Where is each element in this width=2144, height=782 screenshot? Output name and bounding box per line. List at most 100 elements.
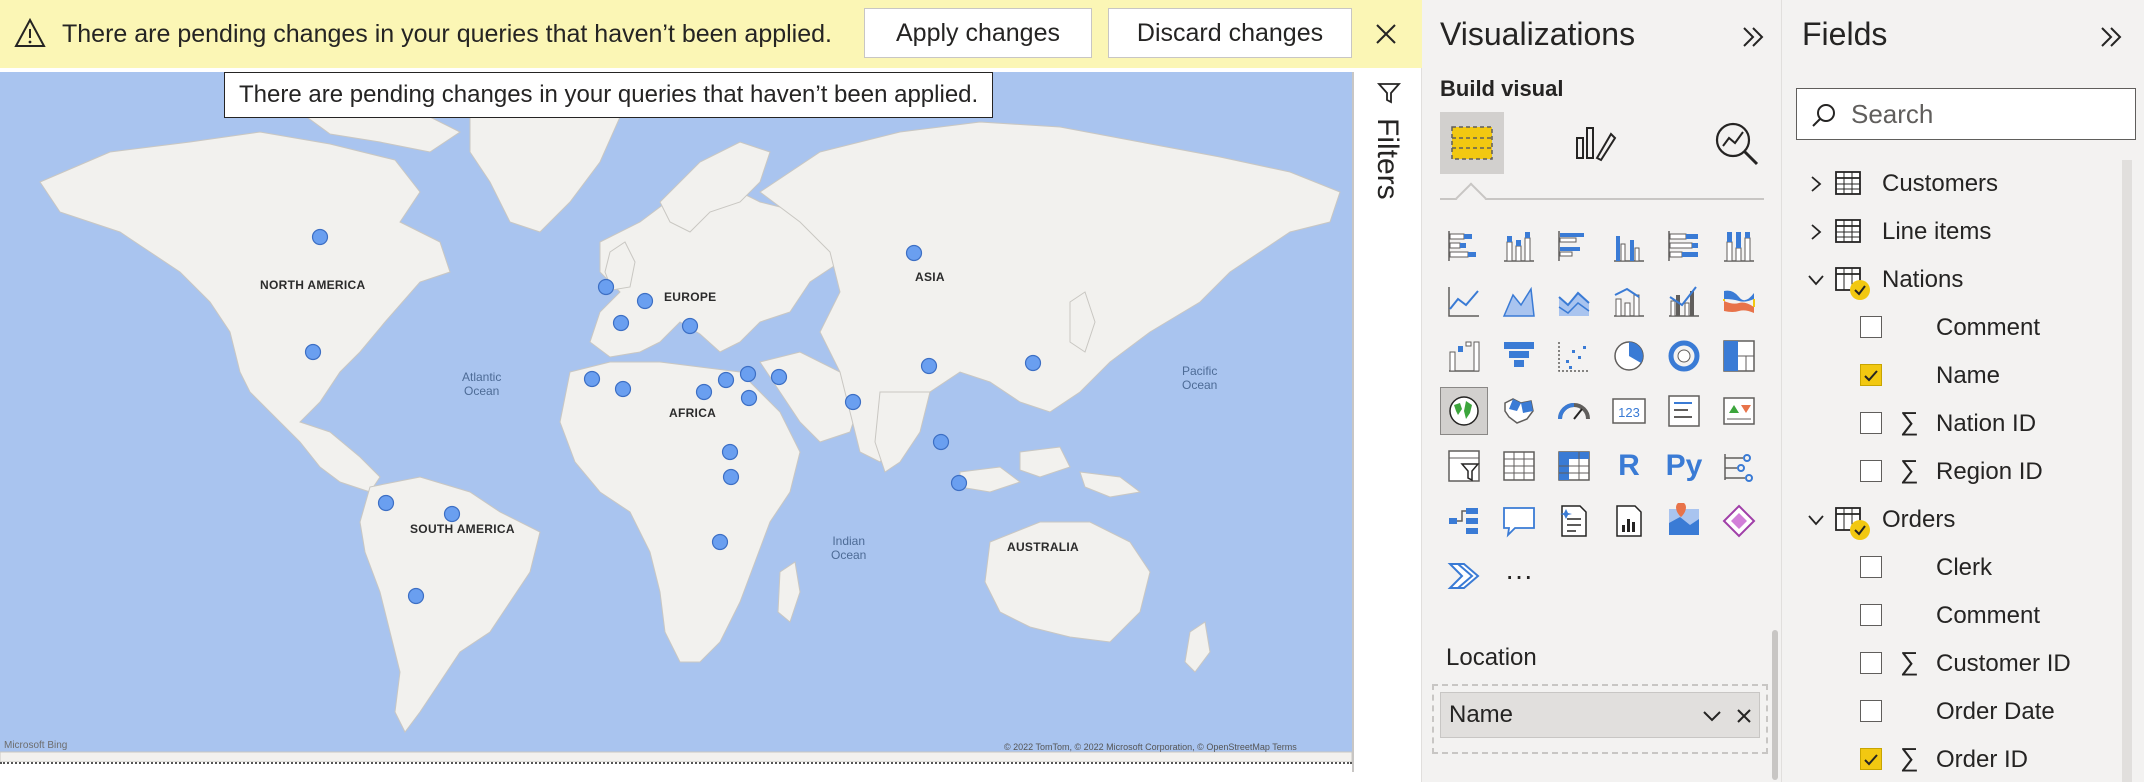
table-line-items[interactable]: Line items xyxy=(1784,212,2134,252)
map-bubble[interactable] xyxy=(932,433,950,451)
field-checkbox[interactable] xyxy=(1860,316,1882,338)
treemap-icon[interactable] xyxy=(1715,332,1763,380)
table-icon[interactable] xyxy=(1495,442,1543,490)
map-bubble[interactable] xyxy=(377,494,395,512)
power-apps-icon[interactable] xyxy=(1715,497,1763,545)
table-nations[interactable]: Nations xyxy=(1784,260,2134,300)
analytics-tab[interactable] xyxy=(1704,112,1768,174)
area-chart-icon[interactable] xyxy=(1495,277,1543,325)
field-row[interactable]: Order Date xyxy=(1784,692,2134,732)
clustered-bar-chart-icon[interactable] xyxy=(1550,222,1598,270)
map-bubble[interactable] xyxy=(717,371,735,389)
key-influencers-icon[interactable] xyxy=(1715,442,1763,490)
remove-field-icon[interactable] xyxy=(1733,705,1755,727)
map-bubble[interactable] xyxy=(311,228,329,246)
map-bubble[interactable] xyxy=(1024,354,1042,372)
map-bubble[interactable] xyxy=(612,314,630,332)
map-bubble[interactable] xyxy=(905,244,923,262)
visual-resize-edge[interactable] xyxy=(1352,72,1356,772)
funnel-icon[interactable] xyxy=(1495,332,1543,380)
map-bubble[interactable] xyxy=(740,389,758,407)
filled-map-icon[interactable] xyxy=(1495,387,1543,435)
field-checkbox[interactable] xyxy=(1860,700,1882,722)
100-stacked-bar-chart-icon[interactable] xyxy=(1660,222,1708,270)
pie-chart-icon[interactable] xyxy=(1605,332,1653,380)
field-row[interactable]: Comment xyxy=(1784,308,2134,348)
build-visual-tab[interactable] xyxy=(1440,112,1504,174)
multi-row-card-icon[interactable] xyxy=(1660,387,1708,435)
map-bubble[interactable] xyxy=(636,292,654,310)
field-row[interactable]: ∑ Order ID xyxy=(1784,740,2134,780)
table-customers[interactable]: Customers xyxy=(1784,164,2134,204)
map-icon[interactable] xyxy=(1440,387,1488,435)
map-bubble[interactable] xyxy=(304,343,322,361)
map-bubble[interactable] xyxy=(614,380,632,398)
field-checkbox[interactable] xyxy=(1860,604,1882,626)
filters-label[interactable]: Filters xyxy=(1371,118,1404,200)
field-checkbox[interactable] xyxy=(1860,652,1882,674)
ribbon-chart-icon[interactable] xyxy=(1715,277,1763,325)
decomposition-tree-icon[interactable] xyxy=(1440,497,1488,545)
chevron-right-icon[interactable] xyxy=(1806,174,1826,194)
chevron-right-icon[interactable] xyxy=(1806,222,1826,242)
filter-icon[interactable] xyxy=(1376,80,1402,106)
power-automate-icon[interactable] xyxy=(1440,552,1488,600)
fields-search-box[interactable] xyxy=(1796,88,2136,140)
double-chevron-right-icon[interactable] xyxy=(1738,22,1768,52)
map-bubble[interactable] xyxy=(597,278,615,296)
field-checkbox[interactable] xyxy=(1860,364,1882,386)
apply-changes-button[interactable]: Apply changes xyxy=(864,8,1092,58)
more-visuals-icon[interactable]: ··· xyxy=(1505,560,1533,591)
map-bubble[interactable] xyxy=(844,393,862,411)
waterfall-chart-icon[interactable] xyxy=(1440,332,1488,380)
field-row[interactable]: ∑ Region ID xyxy=(1784,452,2134,492)
clustered-column-chart-icon[interactable] xyxy=(1605,222,1653,270)
field-row[interactable]: Name xyxy=(1784,356,2134,396)
scatter-chart-icon[interactable] xyxy=(1550,332,1598,380)
map-bubble[interactable] xyxy=(407,587,425,605)
field-row[interactable]: ∑ Customer ID xyxy=(1784,644,2134,684)
azure-map-icon[interactable] xyxy=(1660,497,1708,545)
line-chart-icon[interactable] xyxy=(1440,277,1488,325)
slicer-icon[interactable] xyxy=(1440,442,1488,490)
line-and-stacked-column-icon[interactable] xyxy=(1605,277,1653,325)
field-row[interactable]: Comment xyxy=(1784,596,2134,636)
close-icon[interactable] xyxy=(1370,18,1402,50)
qa-icon[interactable] xyxy=(1495,497,1543,545)
card-icon[interactable]: 123 xyxy=(1605,387,1653,435)
map-bubble[interactable] xyxy=(721,443,739,461)
map-bubble[interactable] xyxy=(770,368,788,386)
paginated-report-icon[interactable] xyxy=(1605,497,1653,545)
map-bubble[interactable] xyxy=(695,383,713,401)
map-bubble[interactable] xyxy=(583,370,601,388)
search-input[interactable] xyxy=(1851,97,2121,131)
field-checkbox[interactable] xyxy=(1860,460,1882,482)
field-row[interactable]: ∑ Nation ID xyxy=(1784,404,2134,444)
map-attribution[interactable]: © 2022 TomTom, © 2022 Microsoft Corporat… xyxy=(1004,742,1297,752)
stacked-bar-chart-icon[interactable] xyxy=(1440,222,1488,270)
stacked-area-chart-icon[interactable] xyxy=(1550,277,1598,325)
double-chevron-right-icon[interactable] xyxy=(2096,22,2126,52)
chevron-down-icon[interactable] xyxy=(1701,705,1723,727)
python-visual-icon[interactable]: Py xyxy=(1665,449,1703,482)
chevron-down-icon[interactable] xyxy=(1806,270,1826,290)
scrollbar[interactable] xyxy=(2122,160,2132,782)
format-visual-tab[interactable] xyxy=(1562,112,1626,174)
smart-narrative-icon[interactable] xyxy=(1550,497,1598,545)
map-bubble[interactable] xyxy=(739,365,757,383)
location-field-pill[interactable]: Name xyxy=(1440,692,1760,738)
100-stacked-column-chart-icon[interactable] xyxy=(1715,222,1763,270)
map-bubble[interactable] xyxy=(950,474,968,492)
map-bubble[interactable] xyxy=(920,357,938,375)
map-bubble[interactable] xyxy=(722,468,740,486)
map-bubble[interactable] xyxy=(681,317,699,335)
kpi-icon[interactable] xyxy=(1715,387,1763,435)
donut-chart-icon[interactable] xyxy=(1660,332,1708,380)
filters-pane-collapsed[interactable]: Filters xyxy=(1356,68,1422,782)
table-orders[interactable]: Orders xyxy=(1784,500,2134,540)
discard-changes-button[interactable]: Discard changes xyxy=(1108,8,1352,58)
map-bubble[interactable] xyxy=(711,533,729,551)
field-row[interactable]: Clerk xyxy=(1784,548,2134,588)
matrix-icon[interactable] xyxy=(1550,442,1598,490)
field-checkbox[interactable] xyxy=(1860,748,1882,770)
